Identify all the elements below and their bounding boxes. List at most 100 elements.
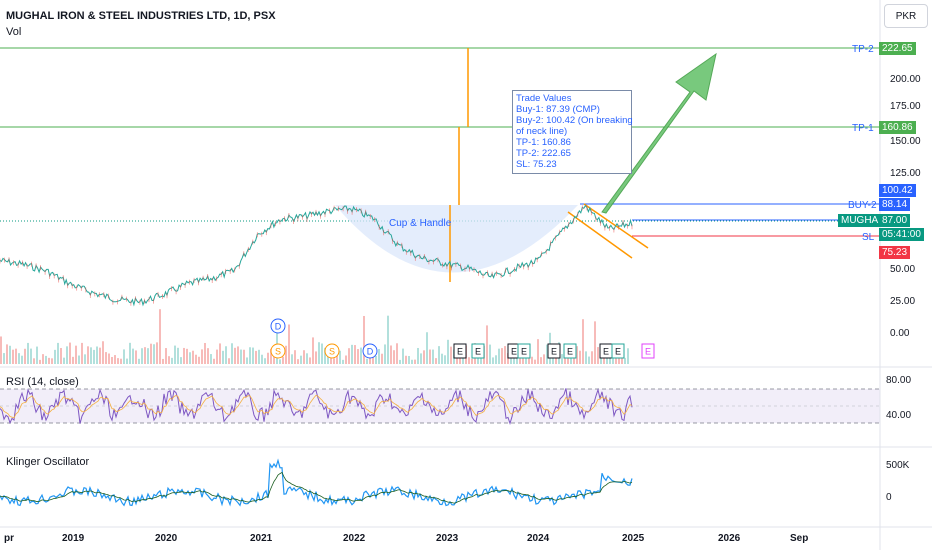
- volume-bar: [612, 353, 614, 364]
- event-marker-label: E: [615, 347, 621, 357]
- volume-bar: [72, 356, 74, 364]
- volume-bar: [375, 355, 377, 364]
- volume-bar: [156, 342, 158, 364]
- volume-bar: [351, 344, 353, 364]
- split-marker-icon: [324, 343, 340, 359]
- volume-bar: [624, 357, 626, 364]
- volume-bar: [582, 319, 584, 364]
- volume-bar: [288, 324, 290, 364]
- note-line: TP-1: 160.86: [516, 137, 571, 148]
- volume-bar: [585, 351, 587, 364]
- volume-bar: [408, 356, 410, 364]
- volume-bar: [105, 352, 107, 364]
- volume-bar: [537, 339, 539, 364]
- symbol-tag: MUGHAL: [838, 214, 887, 227]
- volume-bar: [495, 355, 497, 364]
- volume-bar: [324, 347, 326, 364]
- sl-value-tag: 75.23: [879, 246, 911, 259]
- volume-bar: [48, 357, 50, 364]
- event-marker-label: E: [457, 347, 463, 357]
- volume-bar: [12, 349, 14, 364]
- volume-bar: [246, 357, 248, 364]
- volume-bar: [438, 346, 440, 364]
- volume-bar: [411, 359, 413, 364]
- volume-bar: [84, 354, 86, 364]
- volume-bar: [429, 349, 431, 364]
- volume-bar: [261, 354, 263, 364]
- volume-bar: [426, 332, 428, 364]
- volume-bar: [183, 347, 185, 364]
- volume-bar: [543, 354, 545, 364]
- volume-bar: [447, 339, 449, 364]
- volume-bar: [237, 346, 239, 364]
- volume-bar: [255, 350, 257, 364]
- rsi-title: RSI (14, close): [6, 376, 79, 388]
- event-marker-label: E: [521, 347, 527, 357]
- volume-bar: [561, 354, 563, 364]
- volume-bar: [321, 343, 323, 364]
- volume-bar: [468, 357, 470, 364]
- volume-bar: [471, 358, 473, 364]
- volume-bar: [357, 349, 359, 364]
- earnings-marker-icon: [641, 343, 655, 359]
- volume-bar: [312, 337, 314, 364]
- volume-bar: [450, 346, 452, 364]
- currency-button[interactable]: PKR: [884, 4, 928, 28]
- price-tick-label: 50.00: [890, 264, 915, 275]
- event-marker-label: E: [603, 347, 609, 357]
- volume-bar: [102, 341, 104, 364]
- klinger-tick-label: 0: [886, 492, 892, 503]
- volume-bar: [195, 354, 197, 364]
- earnings-marker-icon: [563, 343, 577, 359]
- volume-bar: [441, 353, 443, 364]
- volume-bar: [171, 357, 173, 364]
- volume-bar: [24, 348, 26, 364]
- time-tick-label: 2022: [343, 533, 366, 544]
- volume-bar: [216, 349, 218, 364]
- volume-bar: [534, 359, 536, 364]
- note-line: TP-2: 222.65: [516, 148, 571, 159]
- price-series-down: [0, 205, 633, 306]
- price-tick-label: 200.00: [890, 74, 921, 85]
- tp2-value-tag: 222.65: [879, 42, 916, 55]
- volume-bar: [186, 348, 188, 364]
- tp1-label: TP-1: [852, 123, 874, 134]
- volume-bar: [576, 346, 578, 364]
- volume-bar: [588, 356, 590, 364]
- volume-bar: [492, 357, 494, 364]
- klinger-signal: [0, 471, 633, 504]
- event-marker: E: [611, 343, 625, 359]
- volume-bar: [339, 350, 341, 364]
- volume-bar: [213, 358, 215, 364]
- volume-bar: [531, 356, 533, 364]
- event-marker: S: [324, 343, 340, 359]
- volume-bar: [99, 347, 101, 364]
- handle-lower-line: [567, 211, 633, 259]
- volume-bar: [366, 358, 368, 364]
- volume-bar: [147, 348, 149, 364]
- earnings-marker-icon: [453, 343, 467, 359]
- volume-bar: [177, 347, 179, 364]
- volume-bar: [396, 343, 398, 364]
- event-marker: E: [547, 343, 561, 359]
- split-marker-icon: [270, 343, 286, 359]
- volume-bar: [507, 353, 509, 364]
- volume-bar: [153, 344, 155, 364]
- volume-bar: [138, 358, 140, 364]
- time-tick-label: 2024: [527, 533, 550, 544]
- volume-bar: [420, 353, 422, 364]
- volume-bar: [87, 346, 89, 364]
- volume-bar: [252, 347, 254, 364]
- volume-bar: [39, 359, 41, 364]
- volume-bar: [81, 342, 83, 364]
- volume-bar: [180, 357, 182, 364]
- event-marker: E: [471, 343, 485, 359]
- time-tick-label: 2026: [718, 533, 741, 544]
- volume-bar: [165, 348, 167, 364]
- volume-bar: [390, 345, 392, 364]
- volume-label: Vol: [6, 26, 22, 38]
- price-tick-label: 25.00: [890, 296, 915, 307]
- volume-bar: [9, 345, 11, 364]
- volume-bar: [387, 315, 389, 364]
